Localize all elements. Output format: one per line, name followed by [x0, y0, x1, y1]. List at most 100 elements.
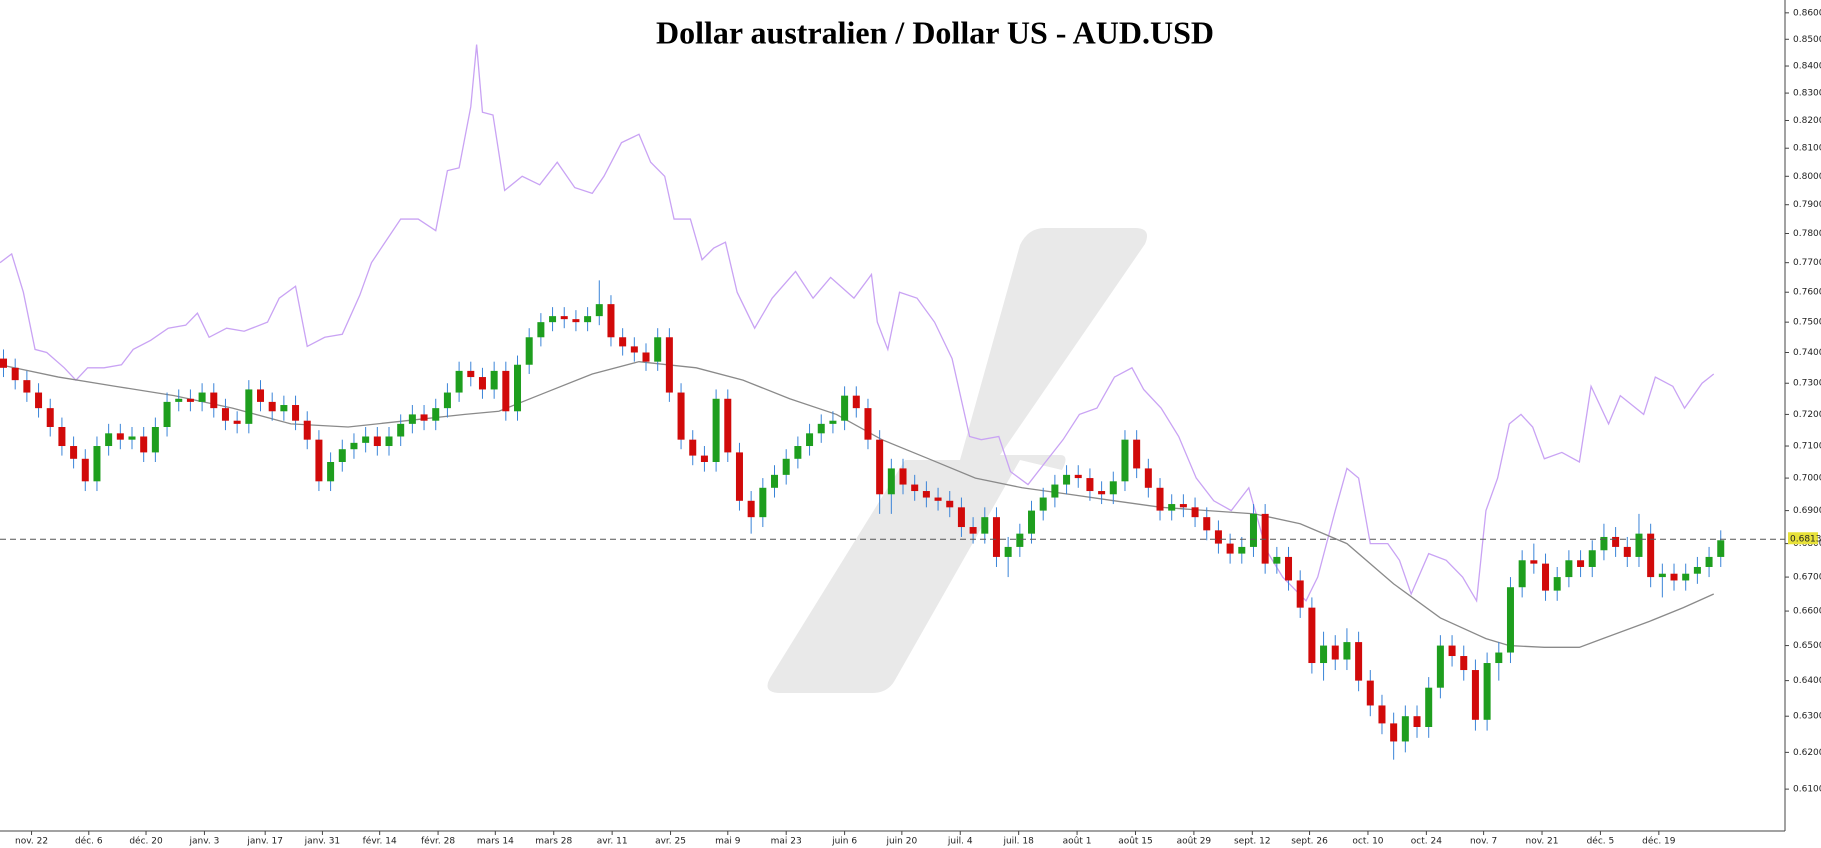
candle-body: [619, 337, 627, 347]
watermark: [767, 228, 1148, 693]
x-tick-label: août 29: [1177, 837, 1212, 847]
candle-body: [81, 458, 89, 482]
candle-body: [595, 304, 603, 317]
candle-body: [455, 370, 463, 393]
candle-body: [163, 401, 171, 428]
candle-body: [1495, 652, 1503, 664]
indicator-line: [0, 361, 1715, 648]
candle-body: [759, 487, 767, 518]
candle-body: [46, 408, 54, 428]
candle-body: [35, 392, 43, 409]
y-tick-label: 0.79000: [1793, 200, 1821, 210]
candle-body: [852, 395, 860, 409]
y-tick-label: 0.77000: [1793, 258, 1821, 268]
candle-body: [1156, 487, 1164, 511]
candle-body: [1460, 656, 1468, 671]
candle-body: [1086, 478, 1094, 492]
candle-body: [128, 436, 136, 440]
candle-body: [1705, 556, 1713, 567]
x-tick-label: déc. 19: [1642, 836, 1676, 847]
candle-body: [1343, 642, 1351, 660]
x-tick-label: janv. 31: [304, 837, 341, 847]
candle-body: [934, 497, 942, 501]
candle-body: [105, 433, 113, 447]
candle-body: [1448, 645, 1456, 657]
candle-body: [315, 439, 323, 482]
x-tick-label: nov. 22: [15, 837, 48, 847]
candle-body: [0, 358, 8, 368]
y-tick-label: 0.84000: [1793, 62, 1821, 72]
candle-body: [397, 423, 405, 437]
x-tick-label: déc. 20: [129, 836, 163, 847]
candle-body: [257, 389, 265, 402]
candle-body: [1577, 560, 1585, 567]
candle-body: [514, 364, 522, 412]
candle-body: [665, 337, 673, 393]
y-tick-label: 0.66000: [1793, 607, 1821, 617]
candle-body: [992, 517, 1000, 557]
candle-body: [280, 405, 288, 412]
x-tick-label: août 15: [1118, 837, 1153, 847]
candle-body: [841, 395, 849, 421]
candle-body: [806, 433, 814, 447]
candle-body: [525, 337, 533, 365]
candle-body: [93, 446, 101, 482]
x-tick-label: sept. 26: [1291, 837, 1328, 847]
x-tick-label: mars 14: [477, 837, 514, 847]
x-tick-label: sept. 12: [1234, 837, 1271, 847]
candle-body: [876, 439, 884, 495]
candle-body: [537, 322, 545, 338]
candle-body: [724, 398, 732, 453]
x-tick-label: déc. 5: [1587, 836, 1615, 847]
candle-body: [1249, 513, 1257, 547]
candle-body: [1553, 577, 1561, 591]
last-price-label: 0.68131: [1790, 535, 1821, 545]
candle-body: [887, 468, 895, 495]
candle-body: [1051, 484, 1059, 498]
candle-body: [11, 367, 19, 381]
y-tick-label: 0.64000: [1793, 676, 1821, 686]
y-tick-label: 0.76000: [1793, 288, 1821, 298]
candle-body: [1320, 645, 1328, 664]
candle-body: [1121, 439, 1129, 482]
y-tick-label: 0.63000: [1793, 712, 1821, 722]
x-tick-label: mars 28: [535, 837, 572, 847]
candle-body: [1296, 580, 1304, 608]
candle-body: [642, 352, 650, 362]
candle-body: [198, 392, 206, 402]
x-tick-label: janv. 3: [189, 837, 220, 847]
candle-body: [233, 420, 241, 424]
candle-body: [420, 414, 428, 421]
candle-body: [1436, 645, 1444, 688]
y-tick-label: 0.74000: [1793, 348, 1821, 358]
candle-body: [1506, 587, 1514, 653]
y-tick-label: 0.69000: [1793, 506, 1821, 516]
y-tick-label: 0.72000: [1793, 410, 1821, 420]
y-tick-label: 0.65000: [1793, 641, 1821, 651]
candle-body: [502, 370, 510, 412]
candle-body: [1039, 497, 1047, 511]
candle-body: [1483, 663, 1491, 720]
x-tick-label: févr. 28: [421, 836, 455, 847]
candle-body: [1226, 543, 1234, 554]
candle-body: [210, 392, 218, 409]
candle-body: [1623, 546, 1631, 557]
y-tick-label: 0.86000: [1793, 8, 1821, 18]
candle-body: [1530, 560, 1538, 564]
candle-body: [1063, 474, 1071, 485]
candle-body: [432, 408, 440, 421]
candle-body: [1518, 560, 1526, 588]
candle-body: [1285, 556, 1293, 581]
last-price-tag: [1788, 532, 1818, 545]
y-tick-label: 0.61000: [1793, 785, 1821, 795]
candle-body: [1600, 536, 1608, 551]
candle-body: [245, 389, 253, 424]
y-tick-label: 0.80000: [1793, 172, 1821, 182]
x-tick-label: mai 9: [715, 837, 741, 847]
candle-body: [1028, 510, 1036, 534]
candle-body: [1203, 517, 1211, 531]
candle-body: [327, 461, 335, 482]
y-tick-label: 0.73000: [1793, 379, 1821, 389]
